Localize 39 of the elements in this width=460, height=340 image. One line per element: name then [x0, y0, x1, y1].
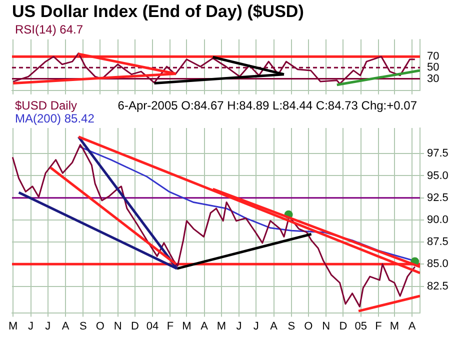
x-tick-label: O: [304, 320, 314, 332]
chart-title: US Dollar Index (End of Day) ($USD): [12, 2, 304, 21]
series-label: RSI(14) 64.7: [15, 22, 84, 37]
x-tick-label: J: [253, 320, 259, 332]
x-tick-label: S: [79, 320, 87, 332]
x-tick-label: S: [288, 320, 296, 332]
y-tick-label: 90.0: [427, 214, 448, 226]
x-tick-label: J: [28, 320, 34, 332]
x-tick-label: N: [322, 320, 330, 332]
y-tick-label: 87.5: [427, 236, 448, 248]
y-tick-label: 85.0: [427, 258, 448, 270]
x-tick-label: J: [45, 320, 51, 332]
x-tick-label: 04: [146, 320, 159, 332]
y-tick-label: 92.5: [427, 192, 448, 204]
y-tick-label: 95.0: [427, 170, 448, 182]
text: 6-Apr-2005 O:84.67 H:84.89 L:84.44 C:84.73 Chg:+0.07: [118, 98, 418, 112]
x-tick-label: M: [182, 320, 192, 332]
x-tick-label: 05: [354, 320, 367, 332]
x-tick-label: M: [216, 320, 226, 332]
y-tick-label: 97.5: [427, 148, 448, 160]
text: MA(200) 85.42: [15, 111, 95, 126]
x-tick-label: J: [236, 320, 242, 332]
x-tick-label: F: [166, 320, 174, 332]
x-tick-label: M: [390, 320, 399, 332]
x-tick-label: O: [96, 320, 105, 332]
y-tick-label: 30: [427, 72, 440, 85]
x-tick-label: D: [130, 320, 139, 332]
x-tick-label: A: [270, 320, 278, 332]
x-tick-label: D: [339, 320, 348, 332]
text: $USD Daily: [15, 98, 78, 112]
y-tick-label: 50: [427, 62, 440, 74]
x-tick-label: F: [375, 320, 382, 332]
x-tick-label: M: [8, 320, 18, 332]
x-tick-label: A: [200, 320, 209, 332]
x-tick-label: N: [114, 320, 122, 332]
y-tick-label: 82.5: [427, 280, 448, 292]
x-tick-label: A: [62, 320, 70, 332]
x-tick-label: A: [408, 320, 416, 332]
y-tick-label: 70: [427, 50, 440, 63]
